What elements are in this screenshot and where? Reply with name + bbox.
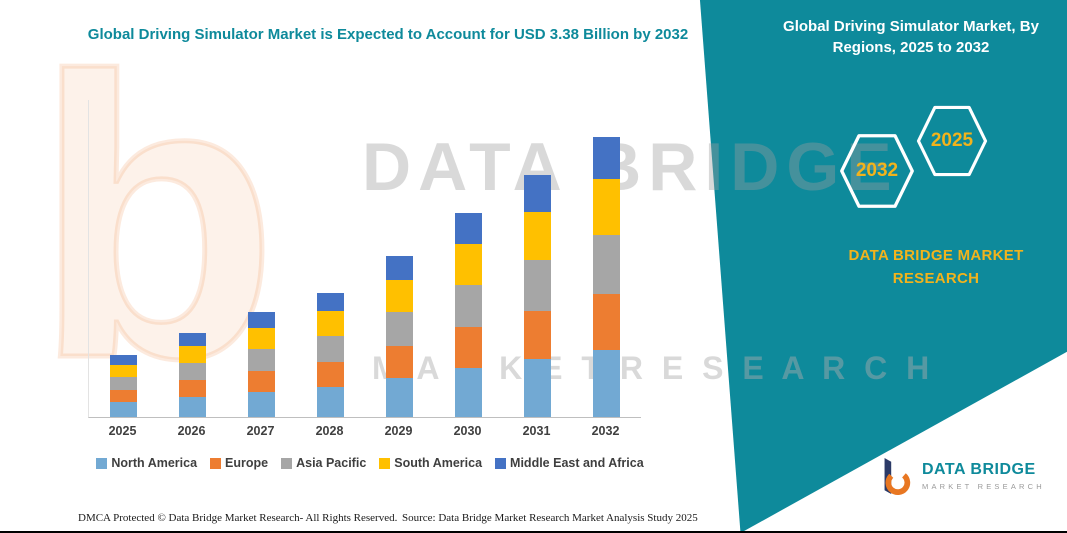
bar-segment <box>110 377 137 390</box>
bar-stack-2029 <box>386 256 413 417</box>
legend-marker-icon <box>379 457 391 469</box>
bar-segment <box>386 378 413 417</box>
x-axis-label: 2027 <box>246 424 275 438</box>
legend-label: South America <box>394 456 483 470</box>
bar-segment <box>248 328 275 349</box>
x-axis-label: 2032 <box>591 424 620 438</box>
bar-segment <box>593 294 620 350</box>
bar-segment <box>317 336 344 362</box>
legend-marker-icon <box>96 457 108 469</box>
bar-segment <box>524 311 551 359</box>
bar-segment <box>179 380 206 397</box>
bar-segment <box>248 371 275 392</box>
chart-title: Global Driving Simulator Market is Expec… <box>87 26 689 43</box>
legend-item: South America <box>379 456 482 470</box>
bar-segment <box>455 327 482 368</box>
side-panel-title: Global Driving Simulator Market, By Regi… <box>783 18 1039 56</box>
bar-segment <box>386 256 413 280</box>
x-axis-label: 2029 <box>384 424 413 438</box>
dbmr-logo: DATA BRIDGE MARKET RESEARCH <box>876 456 1045 496</box>
legend-marker-icon <box>210 457 222 469</box>
hexagon-outline-icon <box>840 134 914 208</box>
dbmr-logo-brand: DATA BRIDGE <box>922 461 1036 478</box>
bar-segment <box>110 355 137 365</box>
dmca-copyright-text: DMCA Protected © Data Bridge Market Rese… <box>78 512 398 524</box>
x-axis-label: 2026 <box>177 424 206 438</box>
bar-segment <box>524 359 551 417</box>
bar-segment <box>110 402 137 417</box>
bars-area <box>89 100 641 417</box>
stacked-bar-chart <box>88 100 641 418</box>
legend-item: Asia Pacific <box>281 456 366 470</box>
bar-segment <box>248 349 275 371</box>
bar-segment <box>386 346 413 378</box>
badge-hexagon-2025: 2025 <box>908 102 996 180</box>
x-axis-label: 2028 <box>315 424 344 438</box>
legend-label: Europe <box>225 456 269 470</box>
legend-item: North America <box>96 456 197 470</box>
x-axis-label: 2030 <box>453 424 482 438</box>
dbmr-logo-subtitle: MARKET RESEARCH <box>922 482 1045 491</box>
bottom-divider <box>0 531 1067 533</box>
bar-segment <box>317 293 344 311</box>
bar-segment <box>455 244 482 285</box>
bar-segment <box>593 137 620 179</box>
x-axis-label: 2025 <box>108 424 137 438</box>
bar-stack-2028 <box>317 293 344 417</box>
bar-stack-2030 <box>455 213 482 417</box>
bar-stack-2026 <box>179 333 206 417</box>
badge-2032-label: 2032 <box>855 160 899 181</box>
bar-segment <box>455 368 482 417</box>
bar-segment <box>455 213 482 244</box>
bar-segment <box>110 390 137 402</box>
bar-segment <box>317 311 344 336</box>
bar-segment <box>179 397 206 417</box>
bar-segment <box>179 363 206 380</box>
bar-segment <box>248 392 275 417</box>
x-axis-labels: 2025 2026 2027 2028 2029 2030 2031 2032 <box>88 424 640 438</box>
bar-segment <box>248 312 275 328</box>
legend-item: Middle East and Africa <box>495 456 644 470</box>
x-axis-label: 2031 <box>522 424 551 438</box>
dbmr-logo-mark-icon <box>884 457 911 496</box>
hexagon-outline-icon <box>916 105 988 177</box>
legend-label: Asia Pacific <box>296 456 367 470</box>
bar-segment <box>179 333 206 346</box>
legend-marker-icon <box>495 457 507 469</box>
bar-segment <box>524 212 551 260</box>
legend-marker-icon <box>281 457 293 469</box>
bar-stack-2031 <box>524 175 551 417</box>
bar-segment <box>386 280 413 312</box>
watermark-brand-text: DATA BRIDGE <box>362 129 899 205</box>
panel-brand-text: DATA BRIDGE MARKET RESEARCH <box>848 247 1024 288</box>
bar-stack-2027 <box>248 312 275 417</box>
badge-2025-label: 2025 <box>930 130 974 151</box>
chart-legend: North America Europe Asia Pacific South Ame… <box>60 456 680 470</box>
watermark-logo-glyph: b <box>31 0 280 441</box>
bar-stack-2032 <box>593 137 620 417</box>
bar-stack-2025 <box>110 355 137 417</box>
dbmr-logo-text: DATA BRIDGE MARKET RESEARCH <box>922 461 1045 491</box>
bar-segment <box>593 179 620 235</box>
bar-segment <box>110 365 137 377</box>
bar-segment <box>179 346 206 363</box>
legend-label: Middle East and Africa <box>510 456 644 470</box>
badge-hexagon-2032: 2032 <box>830 130 924 212</box>
legend-label: North America <box>111 456 198 470</box>
bar-segment <box>524 175 551 212</box>
bar-segment <box>317 362 344 387</box>
bar-segment <box>386 312 413 346</box>
bar-segment <box>455 285 482 327</box>
source-text: Source: Data Bridge Market Research Mark… <box>402 512 698 524</box>
bar-segment <box>317 387 344 417</box>
legend-item: Europe <box>210 456 268 470</box>
bar-segment <box>593 235 620 294</box>
bar-segment <box>524 260 551 311</box>
bar-segment <box>593 350 620 417</box>
